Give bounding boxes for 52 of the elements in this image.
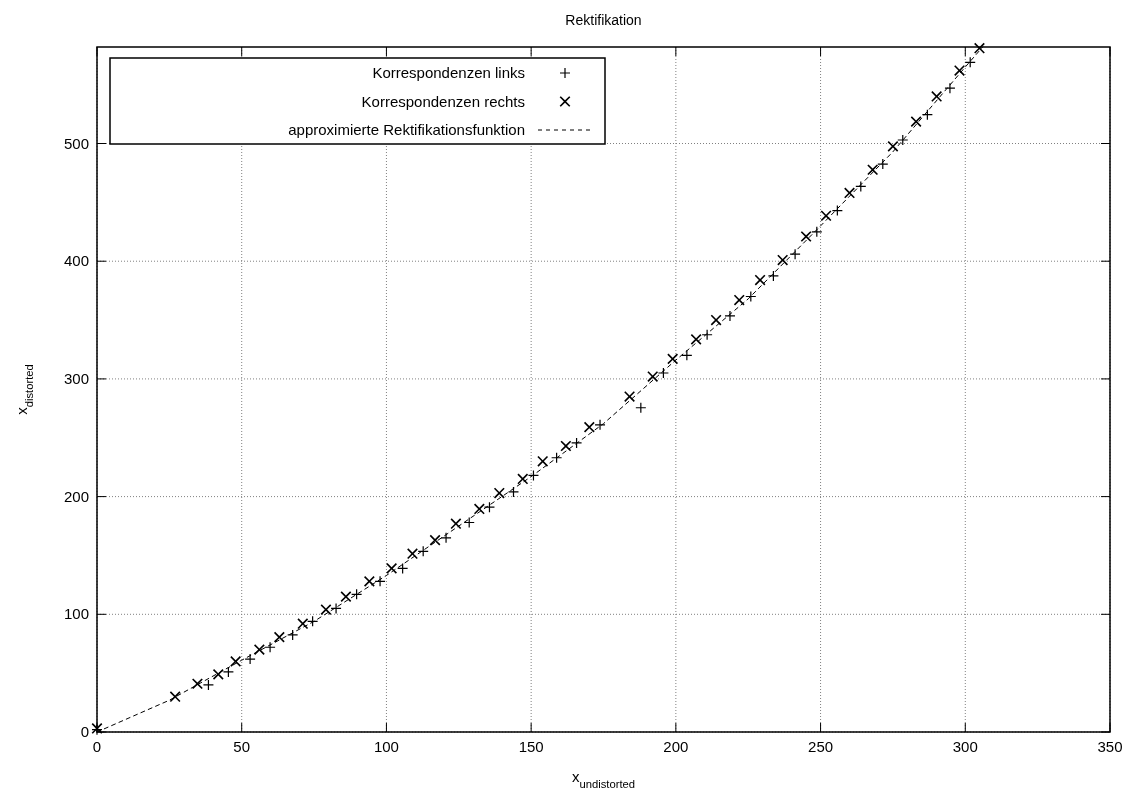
x-axis-title: x$_{undistorted}$	[571, 768, 636, 790]
legend-label: approximierte Rektifikationsfunktion	[288, 121, 525, 138]
point	[595, 419, 606, 430]
point	[658, 368, 669, 379]
point	[320, 604, 332, 615]
point	[710, 314, 722, 326]
x-tick-label: 250	[808, 738, 834, 755]
x-tick-label: 0	[92, 738, 102, 755]
x-tick-label: 50	[233, 738, 251, 755]
point	[768, 270, 779, 281]
x-tick-label: 200	[663, 738, 689, 755]
point	[571, 437, 582, 448]
y-tick-label: 400	[63, 252, 89, 270]
point	[297, 618, 309, 630]
point	[944, 83, 955, 94]
point	[429, 534, 441, 546]
point	[254, 644, 265, 655]
point	[560, 440, 572, 452]
point	[331, 603, 342, 614]
point	[867, 164, 879, 176]
y-tick-label: 500	[63, 134, 89, 152]
point	[954, 65, 965, 76]
point	[245, 654, 256, 665]
x-tick-label: 150	[518, 738, 544, 755]
point	[375, 576, 386, 587]
legend-label: Korrespondenzen links	[372, 64, 525, 81]
point	[386, 563, 397, 574]
point	[897, 134, 908, 145]
y-tick-label: 100	[63, 605, 89, 623]
point	[910, 116, 922, 127]
point	[537, 455, 549, 467]
point	[265, 642, 276, 653]
point	[212, 668, 224, 680]
point	[441, 532, 452, 543]
legend-label: Korrespondenzen rechts	[361, 92, 525, 110]
x-tick-label: 350	[1097, 738, 1123, 755]
chart-title: Rektifikation	[565, 12, 642, 28]
y-tick-label: 200	[63, 487, 89, 505]
point	[583, 421, 595, 433]
x-tick-label: 100	[373, 738, 399, 755]
point	[754, 274, 766, 286]
point	[624, 391, 635, 402]
x-tick-label: 300	[952, 738, 978, 755]
point	[364, 576, 375, 587]
point	[223, 666, 234, 677]
point	[724, 310, 735, 321]
y-tick-label: 300	[63, 369, 89, 387]
point	[931, 91, 942, 102]
point	[203, 679, 214, 690]
point	[407, 548, 418, 560]
point	[230, 656, 241, 667]
y-tick-label: 0	[80, 723, 89, 740]
